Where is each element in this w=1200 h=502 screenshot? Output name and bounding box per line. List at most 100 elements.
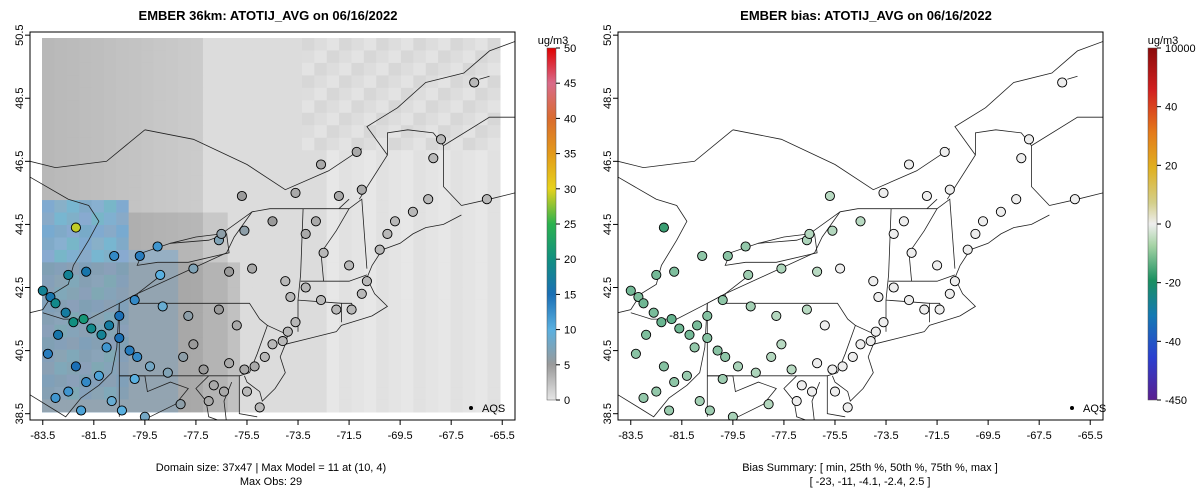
- bias-point: [944, 288, 955, 299]
- boundary-line: [358, 129, 462, 206]
- bias-point: [666, 314, 677, 325]
- right-colorbar: ug/m3 -450 -40 -20 0 20 40 10000: [1148, 35, 1196, 407]
- observation-point: [267, 339, 278, 350]
- colorbar-tick-label: -20: [1165, 278, 1181, 290]
- bias-point: [865, 336, 876, 347]
- boundary-line: [136, 208, 304, 304]
- bias-point: [962, 244, 973, 255]
- bias-point: [717, 295, 728, 306]
- observation-point: [114, 332, 125, 344]
- observation-point: [224, 358, 235, 369]
- bias-point: [827, 225, 838, 236]
- boundary-line: [724, 208, 892, 304]
- bias-point: [776, 339, 787, 350]
- boundary-line: [366, 41, 515, 156]
- bias-point: [796, 380, 807, 391]
- colorbar-tick-label: 35: [564, 149, 576, 161]
- boundary-line: [1031, 116, 1103, 146]
- bias-point: [812, 358, 823, 369]
- boundary-line: [30, 129, 146, 169]
- bias-point: [689, 342, 700, 353]
- bias-point: [837, 361, 848, 372]
- observation-point: [116, 405, 127, 416]
- y-tick-label: 50.5: [14, 24, 26, 45]
- boundary-line: [885, 208, 892, 332]
- y-tick-label: 42.5: [14, 277, 26, 298]
- bias-point: [878, 187, 889, 198]
- observation-point: [267, 216, 278, 227]
- bias-point: [763, 399, 774, 410]
- right-bias-points: [625, 77, 1143, 420]
- observation-point: [96, 329, 107, 340]
- observation-point: [132, 351, 143, 362]
- right-colorbar-title: ug/m3: [1148, 35, 1179, 47]
- bias-point: [932, 260, 943, 271]
- colorbar-tick-label: 20: [1165, 160, 1177, 172]
- observation-point: [318, 247, 329, 258]
- bias-point: [641, 329, 652, 340]
- observation-point: [70, 361, 81, 372]
- bias-point: [949, 276, 960, 287]
- bias-point: [835, 263, 846, 274]
- observation-point: [282, 326, 293, 337]
- bias-point: [648, 307, 659, 318]
- observation-point: [152, 241, 163, 252]
- left-x-axis: -83.5 -81.5 -79.5 -77.5 -75.5 -73.5 -71.5 -69.5…: [30, 420, 515, 442]
- y-tick-label: 38.5: [14, 403, 26, 424]
- x-tick-label: -79.5: [132, 430, 157, 442]
- x-tick-label: -75.5: [234, 430, 259, 442]
- observation-point: [300, 228, 311, 239]
- bias-point: [1016, 153, 1027, 164]
- colorbar-tick-label: 30: [564, 184, 576, 196]
- boundary-line: [338, 198, 350, 209]
- colorbar-tick-label: 45: [564, 78, 576, 90]
- observation-point: [208, 380, 219, 391]
- bias-point: [1023, 134, 1035, 145]
- observation-point: [86, 323, 97, 334]
- bias-point: [702, 332, 713, 344]
- observation-point: [356, 184, 367, 195]
- bias-point: [921, 190, 932, 202]
- bias-point: [674, 323, 685, 334]
- bias-point: [743, 269, 754, 280]
- observation-point: [70, 222, 81, 233]
- bias-point: [727, 411, 738, 420]
- x-tick-label: -77.5: [771, 430, 796, 442]
- boundary-line: [244, 344, 286, 402]
- bias-point: [888, 282, 899, 293]
- bias-point: [977, 216, 989, 227]
- observation-point: [259, 351, 270, 362]
- colorbar-tick-label: -40: [1165, 336, 1181, 348]
- bias-point: [712, 345, 723, 356]
- observation-point: [290, 187, 301, 198]
- observation-point: [63, 269, 74, 280]
- observation-point: [236, 190, 247, 202]
- left-y-axis: 38.5 40.5 42.5 44.5 46.5 48.5 50.5: [14, 24, 30, 424]
- observation-point: [175, 399, 186, 410]
- bias-point: [1057, 77, 1068, 88]
- boundary-line: [758, 211, 841, 244]
- bias-point: [1134, 166, 1143, 175]
- bias-point: [824, 190, 835, 202]
- x-tick-label: -71.5: [925, 430, 950, 442]
- observation-point: [188, 339, 199, 350]
- bias-point: [847, 351, 858, 362]
- colorbar-tick-label: 0: [564, 395, 570, 407]
- observation-point: [224, 266, 235, 277]
- y-tick-label: 46.5: [602, 151, 614, 172]
- right-plot-frame: [617, 31, 1104, 421]
- boundary-line: [238, 375, 258, 418]
- right-boundaries: [618, 41, 1103, 420]
- observation-point: [50, 392, 61, 403]
- observation-point: [374, 244, 385, 255]
- right-x-axis: -83.5 -81.5 -79.5 -77.5 -75.5 -73.5 -71.5 -69.5…: [618, 420, 1103, 442]
- observation-point: [78, 314, 89, 325]
- left-colorbar-title: ug/m3: [538, 35, 569, 47]
- boundary-line: [136, 233, 230, 266]
- boundary-line: [946, 129, 1050, 206]
- observation-point: [68, 317, 79, 328]
- boundary-line: [826, 375, 846, 418]
- observation-point: [254, 402, 265, 413]
- observation-point: [277, 336, 288, 347]
